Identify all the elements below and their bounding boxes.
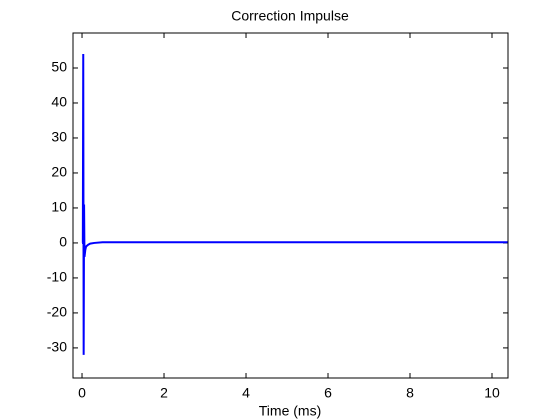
y-tick-label: 0 <box>59 234 67 250</box>
x-tick-label: 0 <box>78 385 86 401</box>
x-tick-label: 8 <box>406 385 414 401</box>
y-tick-label: 50 <box>51 59 67 75</box>
axes-box <box>72 32 509 379</box>
y-tick-label: 20 <box>51 164 67 180</box>
y-tick-label: -20 <box>47 304 67 320</box>
y-tick-label: -10 <box>47 269 67 285</box>
y-tick-label: -30 <box>47 339 67 355</box>
data-line <box>81 53 508 355</box>
y-tick-label: 40 <box>51 94 67 110</box>
y-tick-label: 30 <box>51 129 67 145</box>
x-axis-label: Time (ms) <box>259 403 321 419</box>
x-tick-label: 2 <box>160 385 168 401</box>
x-tick-label: 10 <box>484 385 500 401</box>
chart-title: Correction Impulse <box>231 8 349 24</box>
x-tick-label: 4 <box>242 385 250 401</box>
plot-area <box>73 33 508 378</box>
x-tick-label: 6 <box>324 385 332 401</box>
y-tick-label: 10 <box>51 199 67 215</box>
